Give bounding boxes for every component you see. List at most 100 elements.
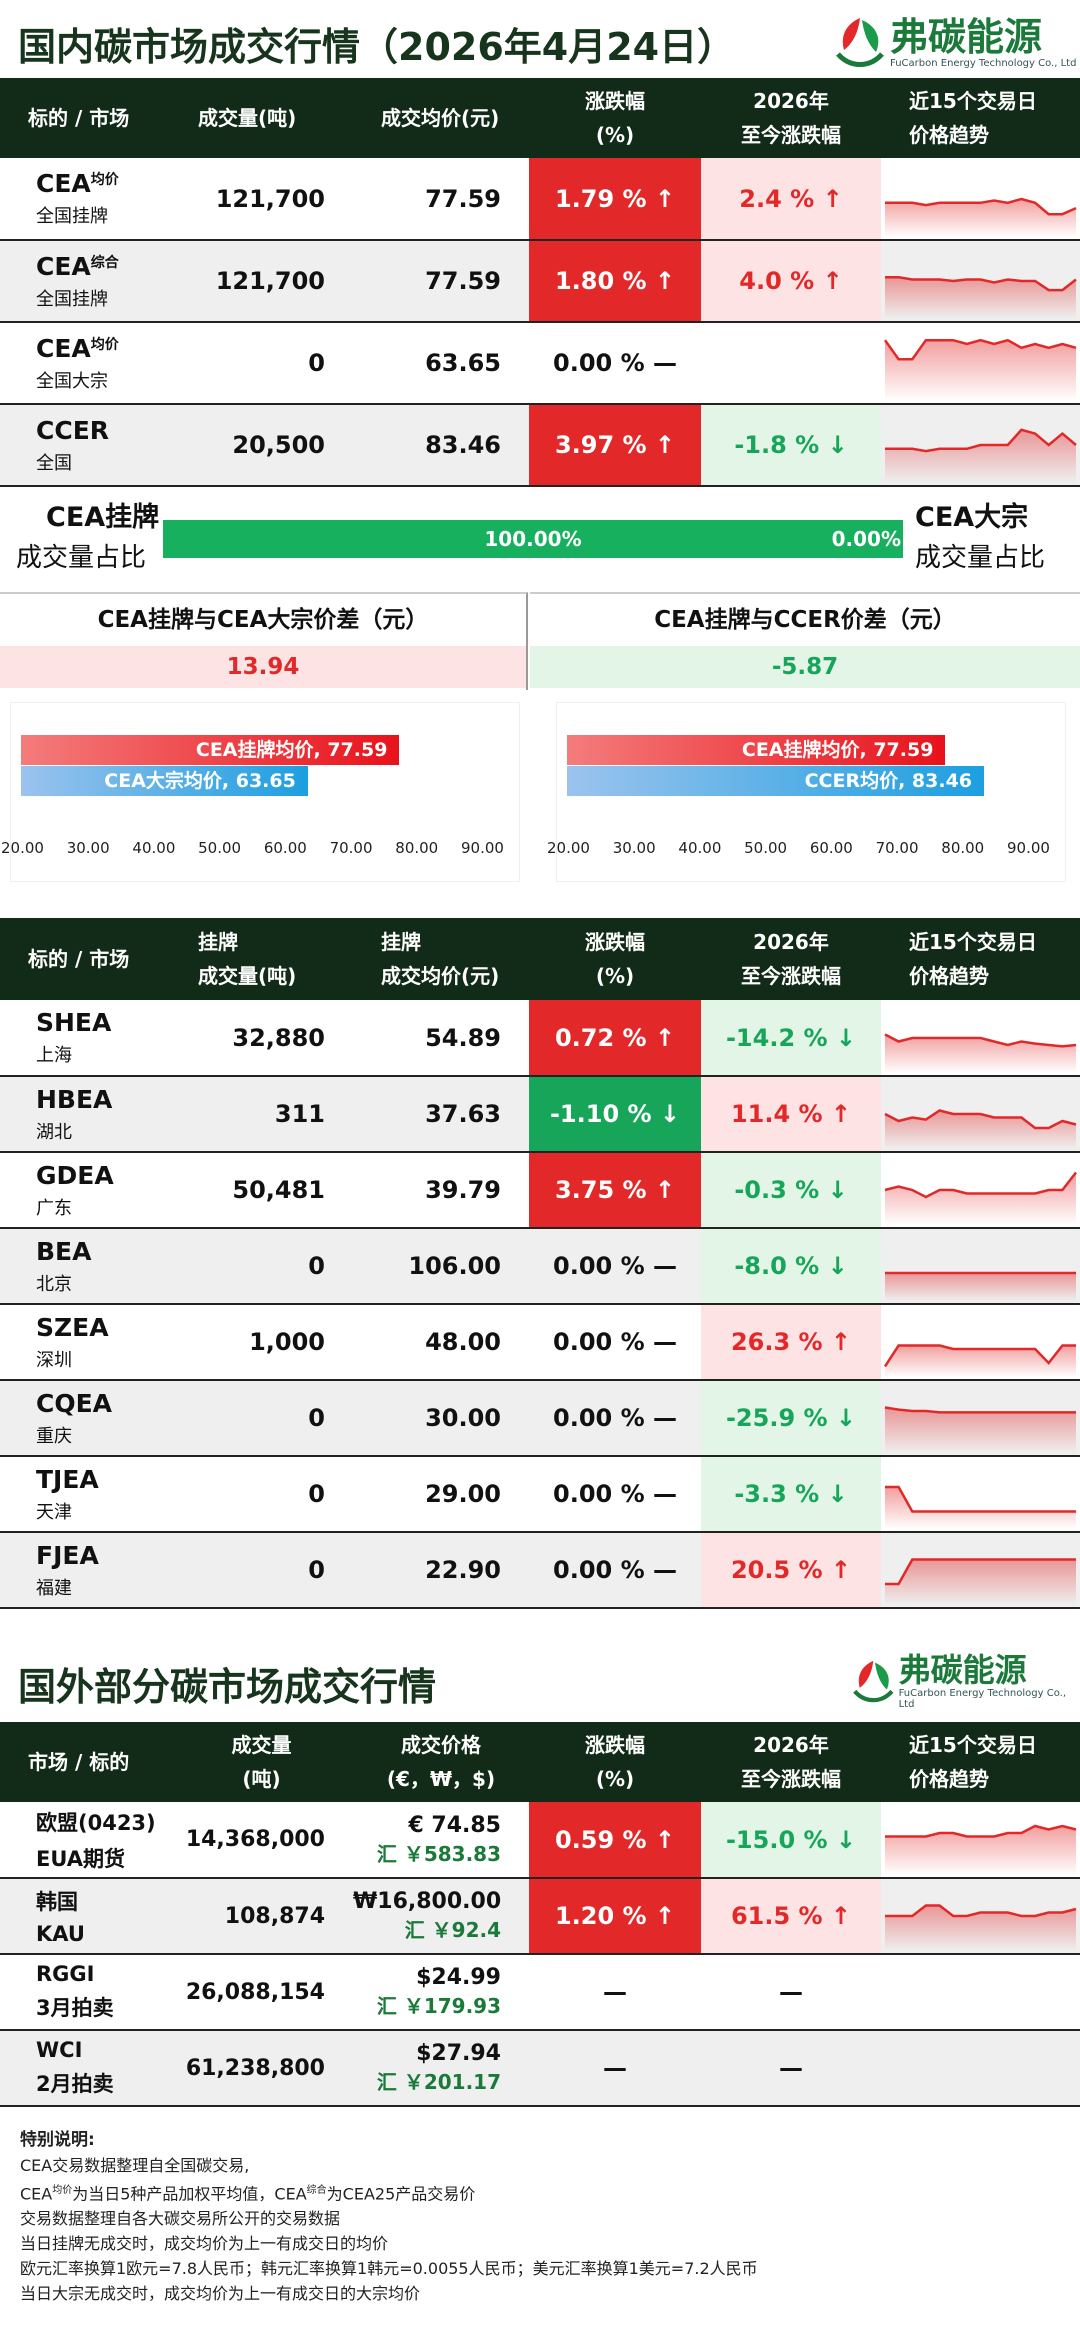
th-f-price: 成交价格 (€，₩，$)	[353, 1722, 529, 1802]
table-row: 欧盟(0423) EUA期货 14,368,000 € 74.85 汇 ￥583.83 0…	[0, 1802, 1080, 1879]
notes-title: 特别说明:	[20, 2130, 95, 2150]
th-ytd: 2026年 至今涨跌幅	[701, 78, 881, 158]
logo-brand: 弗碳能源	[890, 14, 1043, 59]
table-row: WCI 2月拍卖 61,238,800 $27.94 汇 ￥201.17— —	[0, 2030, 1080, 2107]
table-row: 韩国 KAU 108,874 ₩16,800.00 汇 ￥92.4 1.20 % ↑ 61.…	[0, 1878, 1080, 1955]
spread-a: CEA挂牌与CEA大宗价差（元） 13.94	[0, 592, 528, 690]
th-f-trend: 近15个交易日 价格趋势	[881, 1722, 1080, 1802]
trend-sparkline	[883, 338, 1077, 401]
cell-price: 29.00	[353, 1456, 529, 1533]
note-line: 当日挂牌无成交时，成交均价为上一有成交日的均价	[20, 2234, 389, 2254]
trend-sparkline	[885, 1558, 1076, 1605]
cell-price: $24.99 汇 ￥179.93	[353, 1954, 529, 2031]
table-row: FJEA 福建 0 22.90 0.00 % —20.5 % ↑	[0, 1532, 1080, 1609]
th-r-change: 涨跌幅 (%)	[529, 918, 701, 1000]
mini-chart-a: CEA挂牌均价, 77.59 CEA大宗均价, 63.65 20.00 30.00 40…	[1, 702, 520, 882]
cell-ytd: —	[701, 2030, 881, 2107]
cell-change: 3.75 % ↑	[529, 1152, 701, 1229]
cell-price: 37.63	[353, 1076, 529, 1153]
cell-target: BEA 北京	[0, 1228, 170, 1305]
cell-trend	[881, 1532, 1080, 1609]
ratio-right-a: CEA大宗	[915, 502, 1029, 533]
mini-tick-label: 60.00	[809, 839, 853, 857]
trend-sparkline	[884, 1032, 1077, 1073]
cell-price: $27.94 汇 ￥201.17	[353, 2030, 529, 2107]
cell-ytd: -14.2 % ↓	[701, 1000, 881, 1077]
cell-volume: 20,500	[170, 404, 353, 487]
cell-volume: 0	[170, 1532, 353, 1609]
cell-volume: 0	[170, 1456, 353, 1533]
spread-b-value: -5.87	[530, 646, 1080, 688]
cell-ytd: 4.0 % ↑	[701, 240, 881, 323]
cell-ytd: -3.3 % ↓	[701, 1456, 881, 1533]
trend-sparkline	[885, 1271, 1076, 1301]
cell-target: CCER 全国	[0, 404, 170, 487]
trend-sparkline	[885, 1824, 1077, 1875]
mini-tick-label: 90.00	[461, 839, 504, 857]
mini-bar: CEA大宗均价, 63.65	[21, 766, 308, 796]
cell-change: 0.00 % —	[529, 1304, 701, 1381]
cell-change: 0.00 % —	[529, 1456, 701, 1533]
cell-volume: 50,481	[170, 1152, 353, 1229]
cell-trend	[881, 322, 1080, 405]
cell-trend	[881, 1456, 1080, 1533]
th-f-target: 市场 / 标的	[0, 1722, 170, 1802]
th-r-ytd: 2026年 至今涨跌幅	[701, 918, 881, 1000]
mini-tick-label: 30.00	[612, 839, 656, 857]
cell-volume: 32,880	[170, 1000, 353, 1077]
ratio-bar: 100.00% 0.00%	[163, 520, 903, 558]
cell-volume: 311	[170, 1076, 353, 1153]
cell-volume: 14,368,000	[170, 1802, 353, 1879]
th-trend: 近15个交易日 价格趋势	[881, 78, 1080, 158]
cell-price: 106.00	[353, 1228, 529, 1305]
cell-ytd: -1.8 % ↓	[701, 404, 881, 487]
th-change: 涨跌幅 (%)	[529, 78, 701, 158]
logo-sub: FuCarbon Energy Technology Co., Ltd	[890, 57, 1077, 69]
logo-2: 弗碳能源 FuCarbon Energy Technology Co., Ltd	[848, 1654, 1080, 1710]
th-r-volume: 挂牌 成交量(吨)	[170, 918, 353, 1000]
cell-trend	[881, 1228, 1080, 1305]
cell-trend	[881, 2030, 1080, 2107]
trend-sparkline	[885, 428, 1077, 483]
cell-target: WCI 2月拍卖	[0, 2030, 170, 2107]
cell-price: 77.59	[353, 158, 529, 241]
cell-trend	[881, 1954, 1080, 2031]
cell-volume: 1,000	[170, 1304, 353, 1381]
leaf-logo-icon	[836, 18, 884, 67]
cell-trend	[881, 1878, 1080, 1955]
cell-change: 0.59 % ↑	[529, 1802, 701, 1879]
notes: 特别说明: CEA交易数据整理自全国碳交易, CEA均价为当日5种产品加权平均值…	[20, 2128, 758, 2306]
trend-sparkline	[885, 1485, 1076, 1529]
cell-ytd: —	[701, 1954, 881, 2031]
cell-target: CEA均价 全国挂牌	[0, 158, 170, 241]
domestic-title: 国内碳市场成交行情（2026年4月24日）	[18, 25, 736, 69]
cell-ytd	[701, 322, 881, 405]
trend-sparkline	[884, 1109, 1077, 1149]
mini-tick-label: 50.00	[744, 839, 788, 857]
ratio-right-pct: 0.00%	[831, 527, 901, 551]
cell-ytd: -0.3 % ↓	[701, 1152, 881, 1229]
cell-target: CEA均价 全国大宗	[0, 322, 170, 405]
th-price: 成交均价(元)	[353, 78, 529, 158]
cell-volume: 121,700	[170, 158, 353, 241]
mini-tick-label: 70.00	[329, 839, 373, 857]
table-row: GDEA 广东 50,481 39.79 3.75 % ↑ -0.3 % ↓	[0, 1152, 1080, 1229]
trend-sparkline	[884, 1406, 1076, 1453]
ratio-left-a: CEA挂牌	[46, 502, 160, 533]
cell-trend	[881, 1000, 1080, 1077]
cell-ytd: 61.5 % ↑	[701, 1878, 881, 1955]
cell-change: 1.20 % ↑	[529, 1878, 701, 1955]
cell-price: € 74.85 汇 ￥583.83	[353, 1802, 529, 1879]
cell-ytd: -25.9 % ↓	[701, 1380, 881, 1457]
cell-target: 韩国 KAU	[0, 1878, 170, 1955]
mini-tick-label: 80.00	[395, 839, 439, 857]
cell-target: 欧盟(0423) EUA期货	[0, 1802, 170, 1879]
cell-price: 39.79	[353, 1152, 529, 1229]
table-row: CQEA 重庆 0 30.00 0.00 % — -25.9 % ↓	[0, 1380, 1080, 1457]
note-line: 欧元汇率换算1欧元=7.8人民币；韩元汇率换算1韩元=0.0055人民币；美元汇…	[20, 2259, 758, 2279]
cell-volume: 26,088,154	[170, 1954, 353, 2031]
cell-target: SHEA 上海	[0, 1000, 170, 1077]
spread-b-title: CEA挂牌与CCER价差（元）	[654, 607, 956, 633]
cell-volume: 0	[170, 1228, 353, 1305]
table-row: CEA均价 全国挂牌 121,700 77.59 1.79 % ↑ 2.4 % ↑	[0, 158, 1080, 241]
